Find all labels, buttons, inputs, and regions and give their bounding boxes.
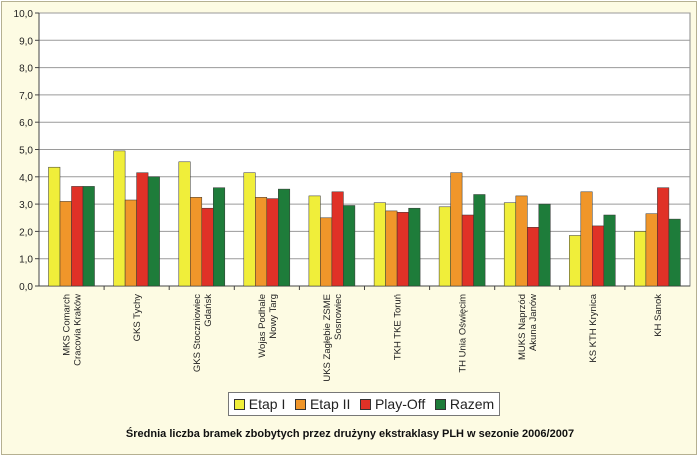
bar (450, 172, 463, 287)
x-tick-label-line: Gdańsk (203, 294, 214, 327)
legend-item: Razem (434, 396, 495, 412)
x-tick-label: GKS StoczniowiecGdańsk (192, 294, 214, 372)
bar (71, 186, 84, 287)
x-tick-label-line: TKH TKE Toruń (393, 294, 404, 360)
bar (634, 231, 647, 287)
x-tick-label: KS KTH Krynica (588, 293, 599, 362)
bar (569, 235, 582, 287)
legend-item: Play-Off (359, 396, 426, 412)
bar (657, 187, 670, 287)
bar (408, 207, 421, 287)
x-tick-label: TH Unia Oświęcim (458, 294, 469, 373)
bar (201, 207, 214, 287)
y-tick-label: 8,0 (19, 64, 33, 75)
bar (190, 197, 203, 287)
x-tick-label-line: Nowy Targ (268, 294, 279, 339)
x-tick-label-line: Wojas Podhale (257, 294, 268, 358)
bar (213, 187, 226, 287)
y-tick-label: 0,0 (19, 282, 33, 293)
chart-title: Średnia liczba bramek zbobytych przez dr… (125, 428, 575, 440)
bar (603, 214, 616, 287)
bar (82, 186, 95, 287)
bar (645, 213, 658, 287)
legend-swatch (233, 398, 245, 410)
legend: Etap I Etap II Play-Off Razem (228, 392, 500, 416)
bar (343, 205, 356, 287)
x-tick-label-line: Sosnowiec (333, 294, 344, 340)
x-tick-label: GKS Tychy (132, 294, 143, 342)
y-tick-label: 4,0 (19, 173, 33, 184)
bar (278, 188, 291, 287)
bar (178, 161, 191, 287)
x-tick-label-line: MKS Comarch (62, 294, 73, 356)
y-tick-label: 9,0 (19, 36, 33, 47)
y-tick-label: 2,0 (19, 227, 33, 238)
y-tick-label: 5,0 (19, 146, 33, 157)
legend-label: Etap II (309, 396, 351, 412)
x-tick-label-line: KH Sanok (653, 294, 664, 337)
x-tick-label: MUKS NaprzódAkuna Janów (517, 294, 539, 360)
bar (136, 172, 149, 287)
legend-item: Etap II (294, 396, 351, 412)
bar (331, 191, 344, 287)
bar (515, 195, 528, 287)
y-tick-label: 10,0 (14, 9, 34, 20)
x-tick-label: KH Sanok (653, 294, 664, 337)
bar (255, 197, 268, 287)
bar (147, 176, 160, 287)
x-tick-label-line: GKS Tychy (132, 294, 143, 342)
legend-label: Razem (449, 396, 495, 412)
legend-label: Etap I (248, 396, 286, 412)
bar (668, 218, 681, 287)
x-tick-label-line: KS KTH Krynica (588, 293, 599, 362)
bar (59, 201, 72, 287)
y-tick-label: 6,0 (19, 118, 33, 129)
bar (243, 172, 256, 287)
bar (48, 166, 61, 287)
x-tick-label-line: GKS Stoczniowiec (192, 294, 203, 372)
bar (527, 227, 540, 287)
y-tick-label: 3,0 (19, 200, 33, 211)
x-tick-label: UKS Zagłębie ZSMESosnowiec (322, 294, 344, 382)
bar (320, 217, 333, 287)
bar (124, 199, 137, 287)
bar (266, 198, 279, 287)
bar (461, 214, 474, 287)
bar (538, 203, 551, 287)
y-tick-label: 7,0 (19, 91, 33, 102)
x-tick-label-line: UKS Zagłębie ZSME (322, 294, 333, 382)
x-tick-label: Wojas PodhaleNowy Targ (257, 294, 279, 358)
bar (473, 194, 486, 287)
x-tick-label: TKH TKE Toruń (393, 294, 404, 360)
bar (308, 195, 321, 287)
legend-item: Etap I (233, 396, 286, 412)
legend-swatch (359, 398, 371, 410)
x-tick-label-line: Akuna Janów (528, 294, 539, 351)
bar (503, 202, 516, 287)
bar (580, 191, 593, 287)
bar (113, 150, 126, 287)
x-tick-label-line: Cracovia Kraków (73, 294, 84, 366)
bar (396, 212, 409, 287)
legend-swatch (434, 398, 446, 410)
x-tick-label-line: TH Unia Oświęcim (458, 294, 469, 373)
bar (592, 225, 605, 287)
legend-swatch (294, 398, 306, 410)
bar (385, 210, 398, 287)
x-tick-label-line: MUKS Naprzód (517, 294, 528, 360)
bar (438, 206, 451, 287)
bar (373, 202, 386, 287)
x-tick-label: MKS ComarchCracovia Kraków (62, 294, 84, 366)
y-tick-label: 1,0 (19, 255, 33, 266)
legend-label: Play-Off (374, 396, 426, 412)
